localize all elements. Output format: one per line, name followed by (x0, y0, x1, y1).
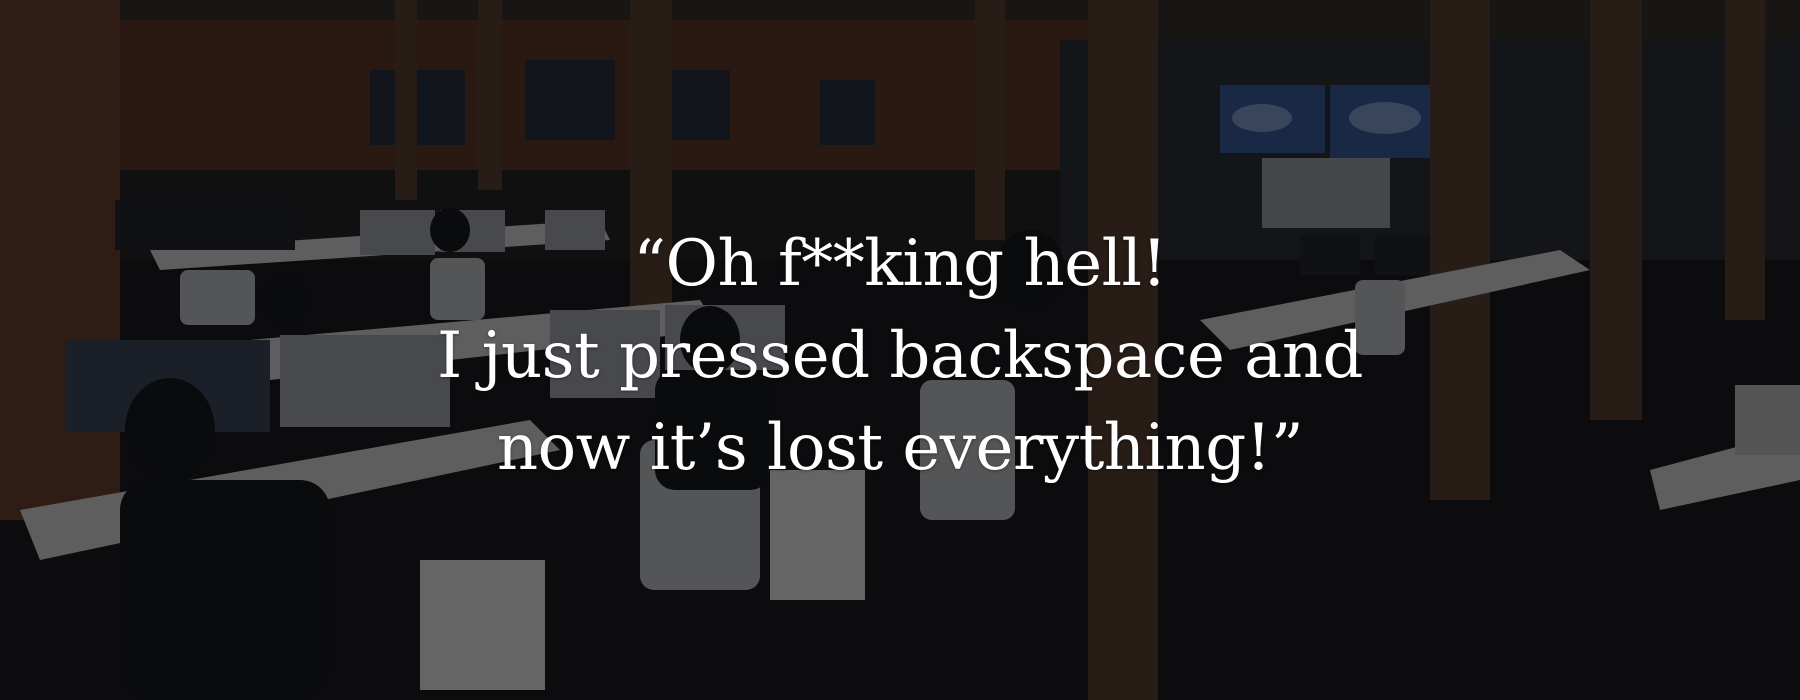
quote-line-1: “Oh f**king hell! (633, 227, 1167, 301)
headline-quote: “Oh f**king hell! I just pressed backspa… (350, 218, 1450, 494)
quote-line-2: I just pressed backspace and (436, 319, 1364, 393)
quote-line-3: now it’s lost everything!” (496, 411, 1304, 485)
